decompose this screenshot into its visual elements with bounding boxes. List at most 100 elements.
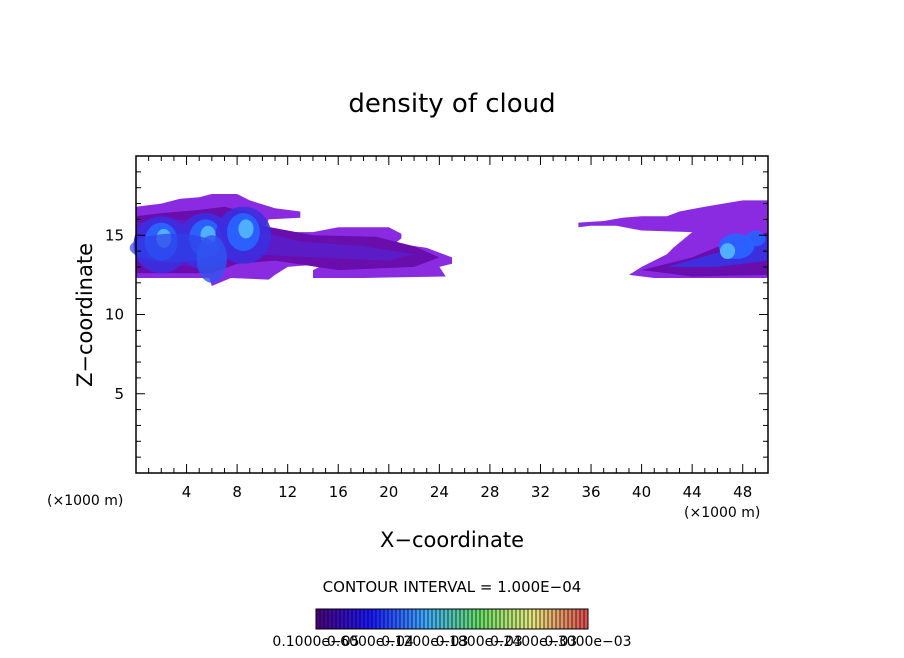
colorbar-cell [376,609,380,629]
y-tick-label: 15 [105,226,124,244]
colorbar-cell [404,609,408,629]
x-tick-label: 40 [632,483,651,501]
y-tick-label: 5 [114,385,124,403]
colorbar [315,608,589,630]
colorbar-cell [524,609,528,629]
colorbar-cell [328,609,332,629]
colorbar-cell [540,609,544,629]
colorbar-cell [568,609,572,629]
colorbar-cell [508,609,512,629]
x-tick-label: 4 [182,483,192,501]
colorbar-cell [360,609,364,629]
colorbar-cell [484,609,488,629]
colorbar-cell [364,609,368,629]
cloud-core [196,235,228,283]
colorbar-cell [380,609,384,629]
colorbar-cell [504,609,508,629]
colorbar-cell [384,609,388,629]
colorbar-cell [512,609,516,629]
x-unit-label-left: (×1000 m) [47,493,123,509]
chart-title: density of cloud [348,89,555,119]
colorbar-cell [388,609,392,629]
colorbar-cell [564,609,568,629]
colorbar-cell [316,609,320,629]
colorbar-cell [500,609,504,629]
contour-interval-text: CONTOUR INTERVAL = 1.000E−04 [323,578,582,596]
colorbar-cell [340,609,344,629]
colorbar-label: 0.1000e−05 [272,634,359,650]
colorbar-cell [336,609,340,629]
colorbar-cell [368,609,372,629]
colorbar-cell [528,609,532,629]
colorbar-cell [420,609,424,629]
colorbar-cell [492,609,496,629]
colorbar-cell [520,609,524,629]
colorbar-cell [348,609,352,629]
colorbar-cell [356,609,360,629]
colorbar-cell [372,609,376,629]
colorbar-cell [432,609,436,629]
x-tick-label: 20 [379,483,398,501]
colorbar-cell [480,609,484,629]
colorbar-label: 0.2400e−03 [490,634,577,650]
colorbar-cell [488,609,492,629]
colorbar-cell [572,609,576,629]
colorbar-cell [408,609,412,629]
colorbar-labels: 0.1000e−050.6000e−040.1200e−030.1800e−03… [272,634,631,650]
x-tick-label: 28 [480,483,499,501]
colorbar-cell [532,609,536,629]
colorbar-cell [416,609,420,629]
colorbar-label: 0.1800e−03 [436,634,523,650]
colorbar-cell [344,609,348,629]
colorbar-frame [315,608,589,630]
colorbar-cell [468,609,472,629]
colorbar-cell [332,609,336,629]
cloud-core [719,243,736,260]
colorbar-cell [428,609,432,629]
x-tick-label: 16 [329,483,348,501]
colorbar-cell [448,609,452,629]
colorbar-cell [552,609,556,629]
colorbar-cell [424,609,428,629]
colorbar-cell [444,609,448,629]
colorbar-cell [452,609,456,629]
cloud-core [745,230,766,247]
x-axis-ticks: 4 8 12 16 20 24 28 32 36 40 44 48 [148,156,756,501]
colorbar-cell [324,609,328,629]
colorbar-cell [472,609,476,629]
colorbar-cell [436,609,440,629]
x-unit-label-right: (×1000 m) [684,505,760,521]
colorbar-cell [516,609,520,629]
colorbar-cell [556,609,560,629]
colorbar-cell [464,609,468,629]
colorbar-label: 0.3000e−03 [544,634,631,650]
y-axis-label: Z−coordinate [73,243,97,387]
colorbar-cell [576,609,580,629]
colorbar-cell [496,609,500,629]
x-tick-label: 48 [733,483,752,501]
x-tick-label: 24 [430,483,449,501]
x-tick-label: 12 [278,483,297,501]
colorbar-cell [440,609,444,629]
colorbar-cell [544,609,548,629]
colorbar-cell [396,609,400,629]
colorbar-cell [400,609,404,629]
x-tick-label: 44 [683,483,702,501]
x-tick-label: 8 [232,483,242,501]
cloud-core [129,233,219,263]
cloud-core [238,219,254,239]
colorbar-cell [392,609,396,629]
colorbar-cell [460,609,464,629]
colorbar-cell [548,609,552,629]
colorbar-cell [476,609,480,629]
colorbar-label: 0.1200e−03 [381,634,468,650]
colorbar-cell [456,609,460,629]
colorbar-cell [560,609,564,629]
colorbar-cell [352,609,356,629]
colorbar-cell [320,609,324,629]
colorbar-cell [536,609,540,629]
x-tick-label: 36 [581,483,600,501]
y-tick-label: 10 [105,306,124,324]
colorbar-cell [584,609,588,629]
